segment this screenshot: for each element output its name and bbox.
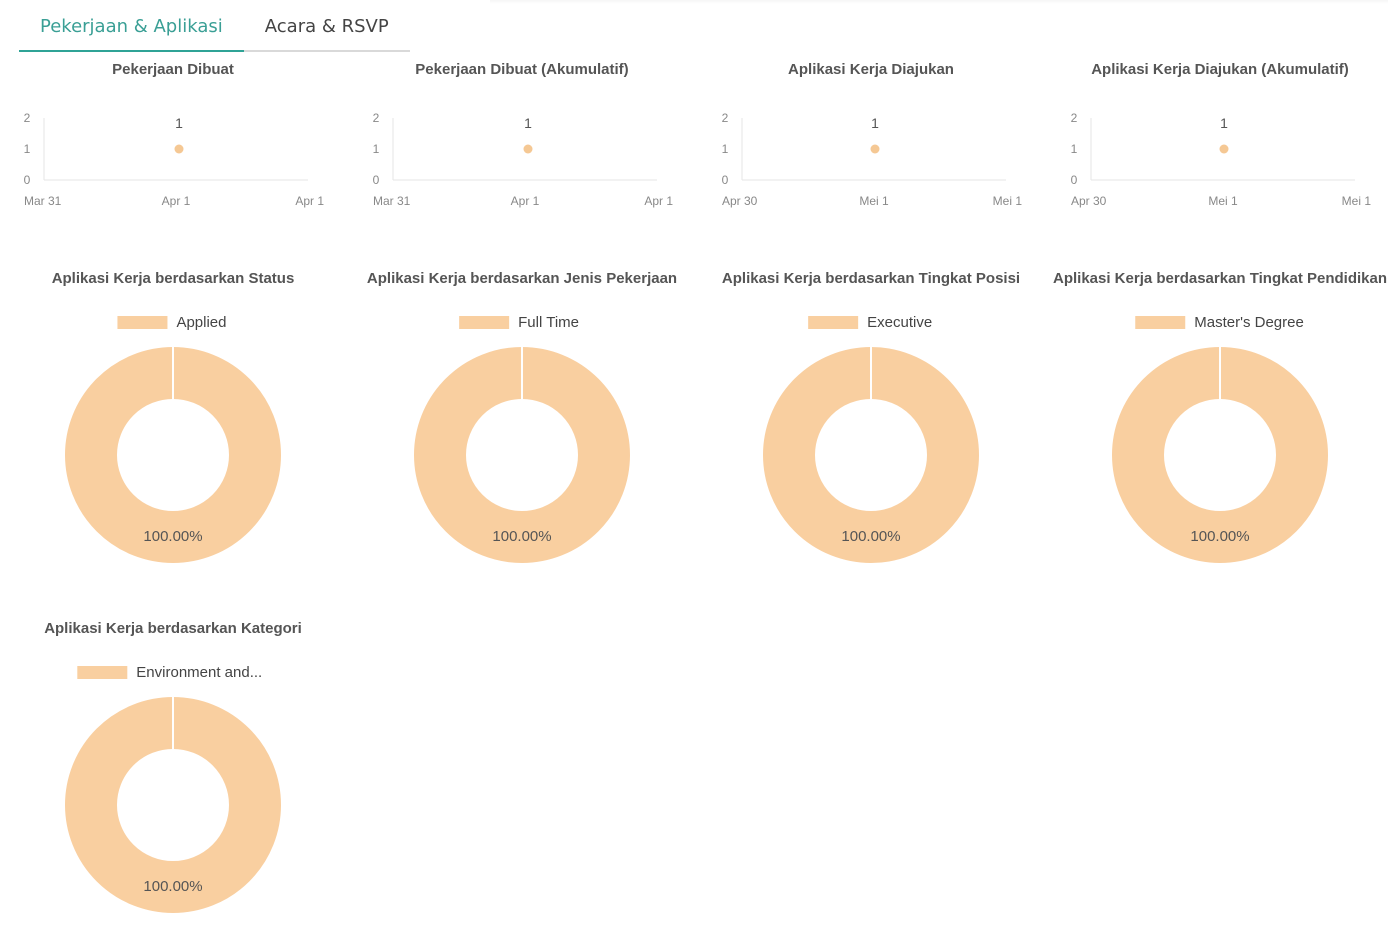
- chart-title: Pekerjaan Dibuat (Akumulatif): [415, 61, 628, 78]
- y-tick-label: 1: [722, 142, 729, 156]
- y-tick-label: 0: [1071, 173, 1078, 187]
- donut-chart: Aplikasi Kerja berdasarkan Tingkat Posis…: [722, 270, 1020, 563]
- x-tick-label: Mei 1: [1208, 194, 1238, 208]
- x-tick-label: Mar 31: [373, 194, 411, 208]
- chart-title: Aplikasi Kerja berdasarkan Tingkat Pendi…: [1053, 270, 1387, 287]
- x-tick-label: Mei 1: [1342, 194, 1372, 208]
- x-tick-label: Apr 1: [644, 194, 673, 208]
- chart-title: Aplikasi Kerja berdasarkan Status: [52, 270, 295, 287]
- legend-swatch: [77, 666, 128, 679]
- y-tick-label: 2: [373, 111, 380, 125]
- slice-percent-label: 100.00%: [143, 878, 202, 895]
- legend-label: Full Time: [518, 314, 579, 331]
- chart-title: Aplikasi Kerja berdasarkan Kategori: [44, 620, 302, 637]
- slice-percent-label: 100.00%: [492, 528, 551, 545]
- legend-swatch: [459, 316, 510, 329]
- legend-swatch: [808, 316, 859, 329]
- x-tick-label: Mei 1: [859, 194, 889, 208]
- legend-label: Environment and...: [136, 664, 262, 681]
- x-tick-label: Apr 30: [722, 194, 758, 208]
- legend-swatch: [1135, 316, 1186, 329]
- chart-title: Aplikasi Kerja Diajukan: [788, 61, 954, 78]
- y-tick-label: 2: [1071, 111, 1078, 125]
- top-shadow-bar: [490, 0, 1388, 4]
- legend-label: Executive: [867, 314, 932, 331]
- chart-title: Pekerjaan Dibuat: [112, 61, 234, 78]
- x-tick-label: Apr 1: [162, 194, 191, 208]
- y-tick-label: 1: [1071, 142, 1078, 156]
- chart-title: Aplikasi Kerja Diajukan (Akumulatif): [1091, 61, 1349, 78]
- slice-percent-label: 100.00%: [1190, 528, 1249, 545]
- y-tick-label: 2: [24, 111, 31, 125]
- y-tick-label: 1: [373, 142, 380, 156]
- slice-percent-label: 100.00%: [841, 528, 900, 545]
- y-tick-label: 0: [722, 173, 729, 187]
- line-chart: Aplikasi Kerja Diajukan (Akumulatif) 0 1 2 A…: [1071, 61, 1372, 208]
- donut-chart: Aplikasi Kerja berdasarkan Tingkat Pendi…: [1053, 270, 1387, 563]
- legend-swatch: [117, 316, 168, 329]
- x-tick-label: Mei 1: [993, 194, 1023, 208]
- x-tick-label: Apr 1: [295, 194, 324, 208]
- legend-label: Master's Degree: [1194, 314, 1304, 331]
- legend-label: Applied: [176, 314, 226, 331]
- data-label: 1: [175, 115, 183, 131]
- tab-events-rsvp[interactable]: Acara & RSVP: [243, 10, 410, 52]
- chart-title: Aplikasi Kerja berdasarkan Tingkat Posis…: [722, 270, 1020, 287]
- tab-bar: Pekerjaan & Aplikasi Acara & RSVP: [19, 10, 410, 52]
- slice-percent-label: 100.00%: [143, 528, 202, 545]
- y-tick-label: 1: [24, 142, 31, 156]
- y-tick-label: 2: [722, 111, 729, 125]
- data-label: 1: [524, 115, 532, 131]
- line-chart: Aplikasi Kerja Diajukan 0 1 2 Apr 30 Mei 1 Mei…: [722, 61, 1023, 208]
- x-tick-label: Apr 30: [1071, 194, 1107, 208]
- chart-title: Aplikasi Kerja berdasarkan Jenis Pekerja…: [367, 270, 677, 287]
- line-chart: Pekerjaan Dibuat (Akumulatif) 0 1 2 Mar 31 Ap…: [373, 61, 674, 208]
- data-point: [870, 144, 880, 154]
- tab-jobs-applications[interactable]: Pekerjaan & Aplikasi: [19, 10, 244, 52]
- x-tick-label: Mar 31: [24, 194, 62, 208]
- data-point: [523, 144, 533, 154]
- y-tick-label: 0: [373, 173, 380, 187]
- data-point: [174, 144, 184, 154]
- y-tick-label: 0: [24, 173, 31, 187]
- data-label: 1: [871, 115, 879, 131]
- x-tick-label: Apr 1: [511, 194, 540, 208]
- line-chart: Pekerjaan Dibuat 0 1 2 Mar 31 Apr 1 Apr 1 1: [24, 61, 325, 208]
- data-label: 1: [1220, 115, 1228, 131]
- data-point: [1219, 144, 1229, 154]
- donut-chart: Aplikasi Kerja berdasarkan Status Applied…: [52, 270, 295, 563]
- donut-chart: Aplikasi Kerja berdasarkan Kategori Envir…: [44, 620, 302, 913]
- donut-chart: Aplikasi Kerja berdasarkan Jenis Pekerja…: [367, 270, 677, 563]
